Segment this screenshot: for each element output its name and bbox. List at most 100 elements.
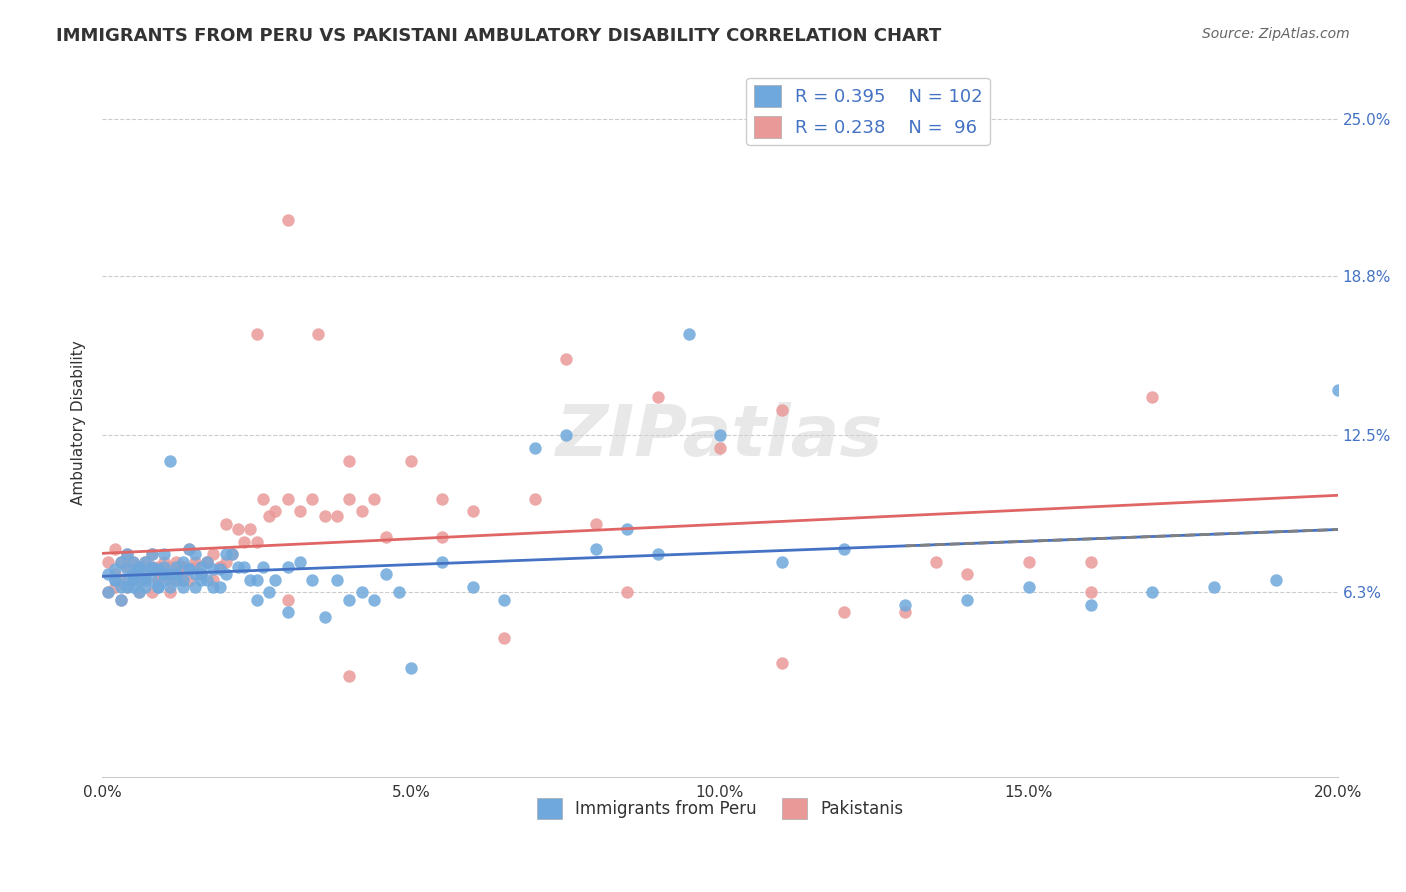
Point [141,585,163,599]
Point [141,562,163,576]
Point [647,547,669,561]
Point [461,580,484,594]
Point [492,592,515,607]
Point [399,661,422,675]
Point [233,560,256,574]
Point [97,555,120,569]
Point [252,491,274,506]
Point [184,547,207,561]
Point [399,453,422,467]
Point [264,573,287,587]
Point [134,555,156,569]
Point [709,428,731,442]
Point [554,352,576,367]
Point [97,585,120,599]
Point [177,542,200,557]
Point [128,560,150,574]
Point [350,504,373,518]
Point [97,585,120,599]
Point [375,567,398,582]
Point [226,522,249,536]
Point [177,542,200,557]
Point [956,592,979,607]
Point [110,580,132,594]
Point [115,560,138,574]
Point [172,560,194,574]
Point [103,562,125,576]
Point [110,555,132,569]
Point [233,534,256,549]
Point [134,580,156,594]
Point [277,213,299,227]
Point [134,567,156,582]
Point [165,555,187,569]
Point [159,585,181,599]
Point [1018,555,1040,569]
Point [363,491,385,506]
Point [190,573,212,587]
Point [208,560,231,574]
Point [141,560,163,574]
Point [190,567,212,582]
Point [202,573,225,587]
Point [314,610,336,624]
Point [221,547,243,561]
Point [165,573,187,587]
Point [208,560,231,574]
Point [226,560,249,574]
Point [146,573,169,587]
Point [350,585,373,599]
Point [128,560,150,574]
Point [925,555,948,569]
Point [122,567,145,582]
Point [246,327,269,342]
Point [246,592,269,607]
Point [1204,580,1226,594]
Point [252,560,274,574]
Point [215,547,238,561]
Point [1142,585,1164,599]
Point [239,522,262,536]
Point [301,491,323,506]
Point [110,592,132,607]
Point [208,580,231,594]
Point [430,555,453,569]
Point [616,585,638,599]
Legend: Immigrants from Peru, Pakistanis: Immigrants from Peru, Pakistanis [530,791,910,825]
Point [172,573,194,587]
Point [195,555,218,569]
Point [1080,585,1102,599]
Point [523,491,546,506]
Point [461,504,484,518]
Point [115,547,138,561]
Point [314,509,336,524]
Point [110,573,132,587]
Point [388,585,411,599]
Point [153,560,176,574]
Point [709,441,731,455]
Point [1142,391,1164,405]
Point [159,567,181,582]
Point [195,555,218,569]
Point [184,580,207,594]
Point [103,573,125,587]
Point [165,560,187,574]
Point [202,580,225,594]
Point [257,585,280,599]
Point [288,504,311,518]
Point [153,567,176,582]
Point [246,534,269,549]
Point [585,516,607,531]
Point [326,509,349,524]
Point [277,606,299,620]
Text: ZIPatlas: ZIPatlas [557,402,884,471]
Point [159,573,181,587]
Point [122,573,145,587]
Point [184,555,207,569]
Point [523,441,546,455]
Point [172,555,194,569]
Point [894,598,917,612]
Point [832,542,855,557]
Point [585,542,607,557]
Point [1265,573,1288,587]
